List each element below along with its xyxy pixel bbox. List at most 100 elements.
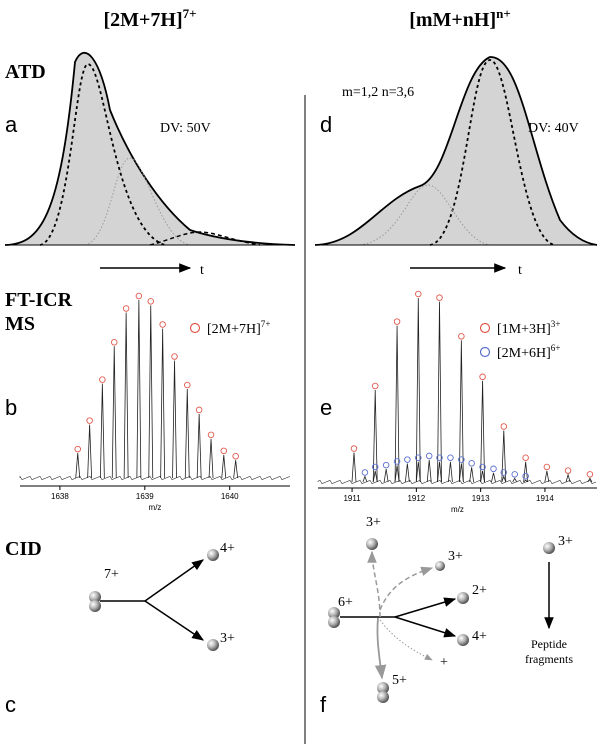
peak-marker [220,447,228,455]
arrow [367,550,381,618]
x-tick-label: 1638 [51,492,69,501]
charge-label: 4+ [472,629,487,644]
ion [457,592,469,604]
peak-marker [371,382,379,390]
panel-letter: b [5,395,17,420]
peak-marker [511,471,518,478]
ion [457,634,469,646]
peak-marker [415,290,422,298]
arrow [394,616,457,638]
peak [372,470,378,483]
panel-letter: e [320,395,332,420]
legend-label: [1M+3H]3+ [497,319,560,337]
ion [328,616,340,628]
row-heading: MS [5,313,35,335]
peak [501,430,507,483]
peak [437,301,442,483]
peak-marker [361,469,369,476]
peak-marker [479,463,486,471]
legend-label: [2M+7H]7+ [207,319,270,337]
peak [448,461,453,483]
peak [172,360,177,479]
charge-label: 2+ [472,583,487,598]
peak-marker [393,458,401,465]
legend-charge: 6+ [551,343,561,353]
peak-marker [147,298,155,305]
peak [469,467,475,483]
ion [207,549,219,561]
charge-label: 3+ [366,515,381,530]
peak [544,470,550,483]
charge-label: 3+ [448,549,463,564]
noise [317,480,597,484]
arrow [379,566,434,611]
peak [458,340,464,483]
peak [351,452,357,483]
axis-label: t [200,263,204,278]
title-text: [2M+7H] [103,9,182,31]
ion [89,591,101,603]
arrow [374,617,387,680]
result-label: fragments [525,652,573,666]
legend-marker [479,346,491,358]
atd-fit [149,231,261,246]
charge-label: 6+ [338,595,353,610]
peak-marker [500,469,508,476]
peak-marker [490,465,497,473]
atd-fit [359,184,491,246]
legend-text: [1M+3H] [497,322,551,337]
peak-marker [110,339,118,346]
peak [480,380,485,483]
row-heading: CID [5,538,42,560]
legend-marker [479,322,491,334]
x-tick-label: 1913 [472,494,490,503]
title-text: [mM+nH] [409,9,496,31]
atd-fit [429,59,556,246]
peak-marker [447,454,454,462]
charge-label: 3+ [220,631,235,646]
charge-label: 4+ [220,541,235,556]
peak-marker [393,318,401,325]
peak-marker [99,376,106,383]
peak-marker [232,452,239,460]
peak [196,413,202,479]
x-tick-label: 1912 [407,494,425,503]
atd-curve [4,51,296,246]
charge-label: 7+ [104,567,119,582]
peak [458,463,464,483]
result-label: Peptide [531,637,567,651]
x-axis-label: m/z [451,505,464,514]
x-axis-label: m/z [149,503,162,512]
peak-marker [195,406,203,414]
peak [523,461,529,483]
peak [394,325,400,483]
legend-marker [189,322,201,334]
peak-marker [522,472,529,480]
charge-label: 5+ [392,673,407,688]
peak-marker [468,460,475,467]
charge-label: 3+ [558,534,573,549]
column-title: [2M+7H]7+ [103,6,196,31]
peak [160,328,166,479]
peak-marker [436,454,443,462]
panel-letter: c [5,692,16,717]
peak [184,388,190,479]
peak [99,383,105,479]
peak [394,465,400,483]
peak [148,305,154,479]
peak [87,424,93,479]
peak-marker [135,292,143,300]
peak-marker [543,463,551,471]
peak [362,475,368,483]
legend-charge: 7+ [261,319,271,329]
ion [377,682,389,694]
atd-area [315,56,597,246]
title-charge: n+ [496,6,511,21]
peak-marker [184,381,191,389]
x-tick-label: 1640 [221,492,239,501]
peak [437,461,442,483]
ion [328,607,340,619]
peak [415,461,421,483]
row-heading: FT-ICR [5,289,73,311]
